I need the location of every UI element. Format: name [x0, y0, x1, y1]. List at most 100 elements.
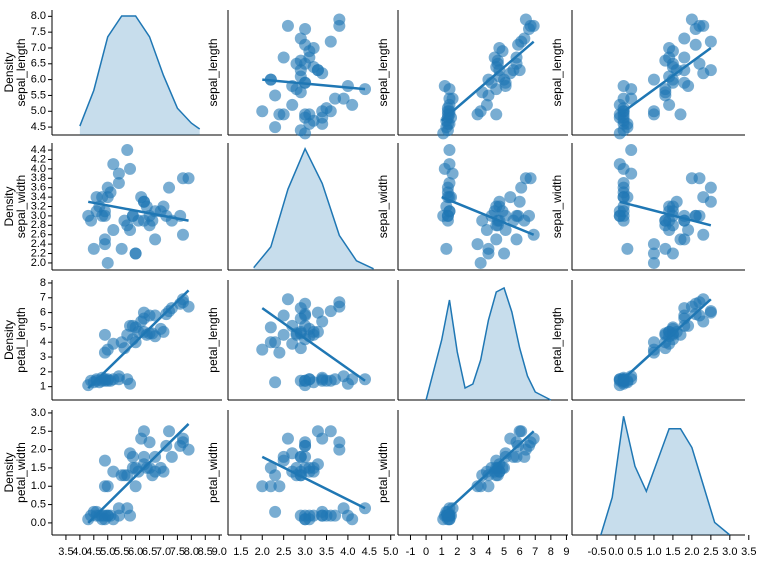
point [299, 22, 312, 35]
point [346, 98, 359, 111]
point [299, 439, 312, 452]
point [504, 191, 517, 204]
point [107, 224, 120, 237]
point [121, 373, 134, 386]
point [286, 98, 299, 111]
x-tick-label: 8.5 [198, 546, 213, 558]
point [294, 302, 307, 315]
point [329, 373, 342, 386]
point [647, 238, 660, 251]
point [504, 67, 517, 80]
y-axis-label: sepal_length [376, 38, 390, 106]
point [617, 176, 630, 189]
point [303, 465, 316, 478]
point [311, 458, 324, 471]
point [129, 461, 142, 474]
kde-line [253, 146, 374, 270]
point [482, 247, 495, 260]
point [96, 209, 109, 222]
point [697, 19, 710, 32]
point [112, 167, 125, 180]
point [98, 454, 111, 467]
point [281, 293, 294, 306]
point [498, 461, 511, 474]
point [647, 336, 660, 349]
point [182, 300, 195, 313]
y-tick-label: 6.0 [31, 74, 46, 86]
x-tick-label: 3.0 [722, 546, 737, 558]
point [299, 127, 312, 140]
x-tick-label: 2.0 [255, 546, 270, 558]
point [256, 343, 269, 356]
point [443, 144, 456, 157]
point [286, 319, 299, 332]
point [693, 57, 706, 70]
point [443, 83, 456, 96]
point [704, 181, 717, 194]
point [112, 176, 125, 189]
point [515, 181, 528, 194]
kde-area [426, 288, 551, 400]
y-tick-label: 2.8 [31, 219, 46, 231]
point [149, 330, 162, 343]
point [663, 224, 676, 237]
point [121, 144, 134, 157]
point [163, 425, 176, 438]
point [299, 319, 312, 332]
point [82, 209, 95, 222]
point [685, 13, 698, 26]
point [515, 425, 528, 438]
regression-line [440, 430, 535, 517]
y-tick-label: 6.5 [31, 58, 46, 70]
point [277, 328, 290, 341]
point [689, 209, 702, 222]
x-tick-label: 5.5 [114, 546, 129, 558]
y-axis-label: sepal_width [14, 175, 28, 238]
x-tick-label: 6 [517, 546, 523, 558]
y-tick-label: 3.8 [31, 172, 46, 184]
point [333, 13, 346, 26]
x-tick-label: 4.0 [72, 546, 87, 558]
point [126, 319, 139, 332]
point [124, 224, 137, 237]
point [674, 108, 687, 121]
point [482, 480, 495, 493]
y-axis-label: petal_width [206, 442, 220, 503]
point [471, 238, 484, 251]
point [490, 108, 503, 121]
kde-line [600, 416, 731, 536]
point [513, 195, 526, 208]
regression-line [262, 78, 366, 91]
point [129, 247, 142, 260]
point [264, 461, 277, 474]
point [176, 228, 189, 241]
point [273, 346, 286, 359]
point [115, 242, 128, 255]
point [299, 450, 312, 463]
y-tick-label: 5.0 [31, 105, 46, 117]
point [519, 443, 532, 456]
point [256, 480, 269, 493]
point [621, 242, 634, 255]
y-axis-label: Density [2, 52, 16, 92]
point [443, 158, 456, 171]
point [499, 224, 512, 237]
point [324, 105, 337, 118]
point [277, 309, 290, 322]
x-tick-label: 9 [563, 546, 569, 558]
point [659, 86, 672, 99]
y-axis-label: sepal_length [14, 38, 28, 106]
regression-line [618, 298, 712, 384]
point [488, 205, 501, 218]
x-tick-label: 1.0 [646, 546, 661, 558]
point [647, 247, 660, 260]
point [443, 98, 456, 111]
y-axis-label: petal_width [376, 442, 390, 503]
point [182, 443, 195, 456]
point [281, 19, 294, 32]
point [277, 450, 290, 463]
point [697, 315, 710, 328]
regression-line [440, 40, 535, 122]
point [107, 373, 120, 386]
